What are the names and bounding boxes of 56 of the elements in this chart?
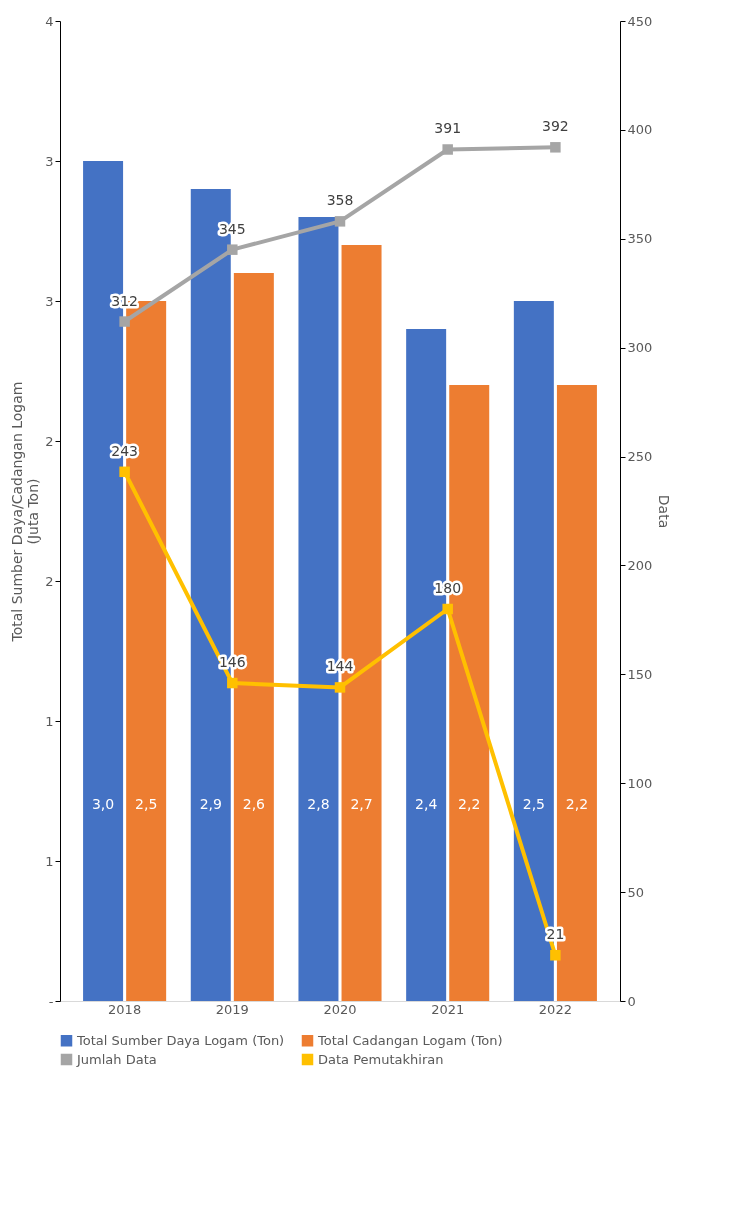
y2-tick-label: 150: [627, 666, 653, 682]
x-tick-label: 2022: [538, 1001, 572, 1017]
point: [119, 316, 130, 327]
point: [442, 603, 453, 615]
point: [550, 950, 561, 961]
data-label: 2,8: [307, 796, 330, 812]
data-label: 2,2: [458, 796, 481, 812]
data-label: 2,9: [199, 796, 222, 812]
x-tick-label: 2020: [323, 1001, 357, 1017]
y-tick-label: 1: [45, 853, 54, 869]
point: [334, 682, 346, 693]
y2-tick-label: 350: [627, 231, 653, 247]
data-label: 2,5: [135, 796, 158, 812]
data-label: 243: [111, 442, 138, 459]
data-label: 391: [434, 120, 462, 137]
point: [334, 216, 346, 227]
data-label: 2,4: [415, 796, 438, 812]
y-tick-label: 4: [45, 13, 54, 29]
legend-label: Total Sumber Daya Logam (Ton): [76, 1032, 285, 1048]
y2-tick-label: 0: [627, 993, 636, 1009]
point: [227, 677, 238, 689]
y-tick-label: 2: [45, 573, 54, 589]
y2-tick-label: 200: [627, 557, 653, 573]
point: [550, 142, 561, 153]
data-label: 2,7: [350, 796, 373, 812]
data-label: 392: [542, 118, 569, 135]
y-tick-label: 3: [45, 153, 54, 169]
y-tick-label: -: [48, 993, 54, 1009]
data-label: 144: [326, 658, 354, 675]
y-tick-label: 1: [45, 713, 54, 729]
data-label: 2,5: [522, 796, 545, 812]
x-tick-label: 2018: [108, 1001, 142, 1017]
data-label: 312: [111, 292, 138, 309]
y-axis-title: Total Sumber Daya/Cadangan Logam (Juta Ton): [9, 381, 42, 643]
y2-tick-label: 50: [627, 884, 645, 900]
data-label: 2,2: [565, 796, 589, 812]
point: [227, 244, 238, 255]
data-label: 180: [434, 580, 462, 596]
point: [442, 144, 453, 155]
y2-tick-label: 250: [627, 449, 653, 465]
data-label: 2,6: [242, 796, 266, 812]
data-label: 358: [326, 192, 354, 209]
y2-axis-title: Data: [656, 494, 673, 529]
y-tick-label: 2: [45, 433, 54, 449]
y-tick-label: 3: [45, 293, 54, 309]
point: [119, 466, 130, 478]
legend-label: Jumlah Data: [76, 1051, 157, 1067]
data-label: 3,0: [91, 796, 115, 812]
y2-tick-label: 100: [627, 775, 653, 791]
legend-label: Data Pemutakhiran: [318, 1051, 444, 1067]
x-tick-label: 2019: [215, 1001, 249, 1017]
x-tick-label: 2021: [431, 1001, 465, 1017]
y2-tick-label: 400: [627, 122, 653, 138]
legend-label: Total Cadangan Logam (Ton): [317, 1032, 503, 1048]
y2-tick-label: 450: [627, 13, 653, 29]
y2-tick-label: 300: [627, 340, 653, 356]
